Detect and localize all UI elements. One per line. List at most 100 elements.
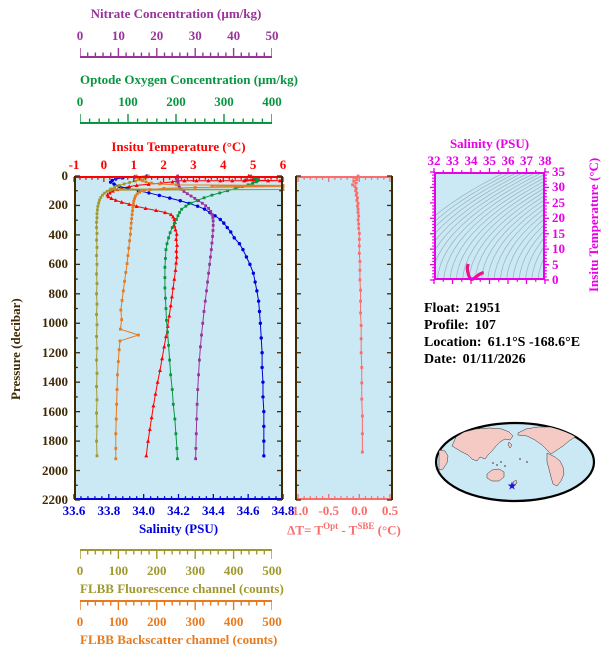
salinity-axis-title: Salinity (PSU) — [138, 521, 219, 536]
salinity-tick-labels: 33.6 33.8 34.0 34.2 34.4 34.6 34.8 — [63, 503, 295, 519]
float-id: 21951 — [465, 301, 501, 316]
tick-label: 200 — [166, 94, 186, 109]
world-map — [430, 418, 600, 506]
tick-label: 200 — [48, 197, 69, 213]
oxygen-axis — [80, 112, 272, 124]
float-info-line: Date: 01/11/2026 — [424, 352, 526, 367]
tick-label: 0 — [76, 94, 84, 109]
map-landmass — [577, 427, 586, 435]
fluorescence-axis — [80, 549, 272, 561]
tick-label: 36 — [501, 153, 515, 168]
pressure-axis-title: Pressure (decibar) — [8, 298, 23, 400]
tick-label: 600 — [48, 256, 69, 272]
map-landmass — [512, 479, 518, 486]
temperature-axis-title: Insitu Temperature (°C) — [111, 139, 246, 154]
tick-label: 34.8 — [271, 503, 295, 518]
tick-label: 50 — [265, 28, 279, 43]
nitrate-tick-labels: 0 10 20 30 40 50 — [76, 28, 279, 44]
profile-number: 107 — [474, 318, 496, 333]
temperature-tick-labels: -1 0 1 2 3 4 5 6 — [69, 157, 287, 173]
tick-label: 40 — [227, 28, 241, 43]
tick-label: 10 — [552, 241, 565, 257]
tick-label: 6 — [279, 157, 287, 172]
tick-label: 0.0 — [351, 503, 368, 518]
tick-label: -1.0 — [287, 503, 309, 518]
tick-label: 1 — [130, 157, 137, 172]
tick-label: 200 — [147, 563, 167, 578]
tick-label: 30 — [552, 179, 565, 195]
tick-label: 1400 — [42, 374, 68, 390]
map-landmass — [438, 449, 449, 471]
map-landmass — [451, 427, 514, 462]
tick-label: 5 — [249, 157, 257, 172]
tick-label: 32 — [427, 153, 441, 168]
tick-label: 0.5 — [381, 503, 399, 518]
map-landmass — [517, 426, 576, 455]
map-landmass — [546, 452, 565, 487]
delta-t-axis-title: ΔT= TOpt - TSBE (°C) — [287, 521, 401, 538]
tick-label: 0 — [76, 614, 84, 629]
tick-label: 400 — [48, 226, 69, 242]
oxygen-axis-title: Optode Oxygen Concentration (µm/kg) — [80, 72, 299, 87]
tick-label: 2200 — [42, 492, 68, 507]
delta-t-tick-labels: -1.0 -0.5 0.0 0.5 — [288, 503, 398, 519]
tick-label: 38 — [538, 153, 552, 168]
tick-label: 34.6 — [236, 503, 260, 518]
tick-label: 200 — [147, 614, 167, 629]
ts-diagram-plot — [430, 168, 549, 284]
tick-label: 4 — [220, 157, 227, 172]
float-info-line: Float: 21951 — [424, 301, 501, 316]
float-location-star — [507, 481, 517, 490]
tick-label: 20 — [552, 210, 565, 226]
tick-label: 10 — [111, 28, 125, 43]
tick-label: -1 — [68, 157, 80, 172]
tick-label: 33 — [445, 153, 459, 168]
nitrate-axis-title: Nitrate Concentration (µm/kg) — [90, 6, 262, 21]
float-info-line: Profile: 107 — [424, 318, 496, 333]
tick-label: 500 — [262, 563, 282, 578]
tick-label: 100 — [108, 563, 129, 578]
backscatter-axis — [80, 600, 272, 612]
tick-label: 34.0 — [132, 503, 156, 518]
tick-label: 400 — [262, 94, 282, 109]
tick-label: 1000 — [42, 315, 68, 331]
tick-label: 3 — [190, 157, 197, 172]
map-landmass — [507, 441, 513, 449]
ts-temperature-tick-labels: 0 5 10 15 20 25 30 35 — [552, 164, 578, 287]
float-info-line: Location: 61.1°S -168.6°E — [424, 335, 581, 350]
tick-label: 100 — [118, 94, 138, 109]
tick-label: 34.2 — [167, 503, 190, 518]
tick-label: 33.6 — [62, 503, 86, 518]
backscatter-axis-title: FLBB Backscatter channel (counts) — [80, 632, 278, 647]
date-value: 01/11/2026 — [462, 352, 526, 367]
ts-salinity-axis-title: Salinity (PSU) — [449, 136, 530, 151]
tick-label: 5 — [552, 256, 559, 272]
tick-label: 0 — [76, 563, 84, 578]
tick-label: 1600 — [42, 403, 68, 419]
tick-label: 500 — [262, 614, 282, 629]
tick-label: -0.5 — [318, 503, 339, 518]
tick-label: 35 — [552, 164, 565, 179]
tick-label: 1800 — [42, 433, 68, 449]
map-landmass — [486, 468, 505, 482]
tick-label: 30 — [188, 28, 202, 43]
tick-label: 35 — [483, 153, 496, 168]
ts-salinity-tick-labels: 32 33 34 35 36 37 38 — [428, 153, 552, 169]
tick-label: 20 — [150, 28, 164, 43]
tick-label: 800 — [48, 285, 69, 301]
tick-label: 100 — [108, 614, 129, 629]
float-info: Float: 21951 Profile: 107 Location: 61.1°S … — [424, 300, 580, 368]
nitrate-axis — [80, 46, 272, 58]
backscatter-tick-labels: 0 100 200 300 400 500 — [76, 614, 282, 630]
tick-label: 0 — [61, 168, 69, 183]
tick-label: 25 — [552, 194, 565, 210]
tick-label: 400 — [223, 614, 244, 629]
tick-label: 0 — [100, 157, 108, 172]
tick-label: 1200 — [42, 344, 68, 360]
tick-label: 34 — [464, 153, 478, 168]
fluorescence-tick-labels: 0 100 200 300 400 500 — [76, 563, 282, 579]
tick-label: 0 — [76, 28, 84, 43]
delta-t-plot — [295, 174, 393, 501]
tick-label: 300 — [214, 94, 234, 109]
oxygen-tick-labels: 0 100 200 300 400 — [76, 94, 282, 110]
